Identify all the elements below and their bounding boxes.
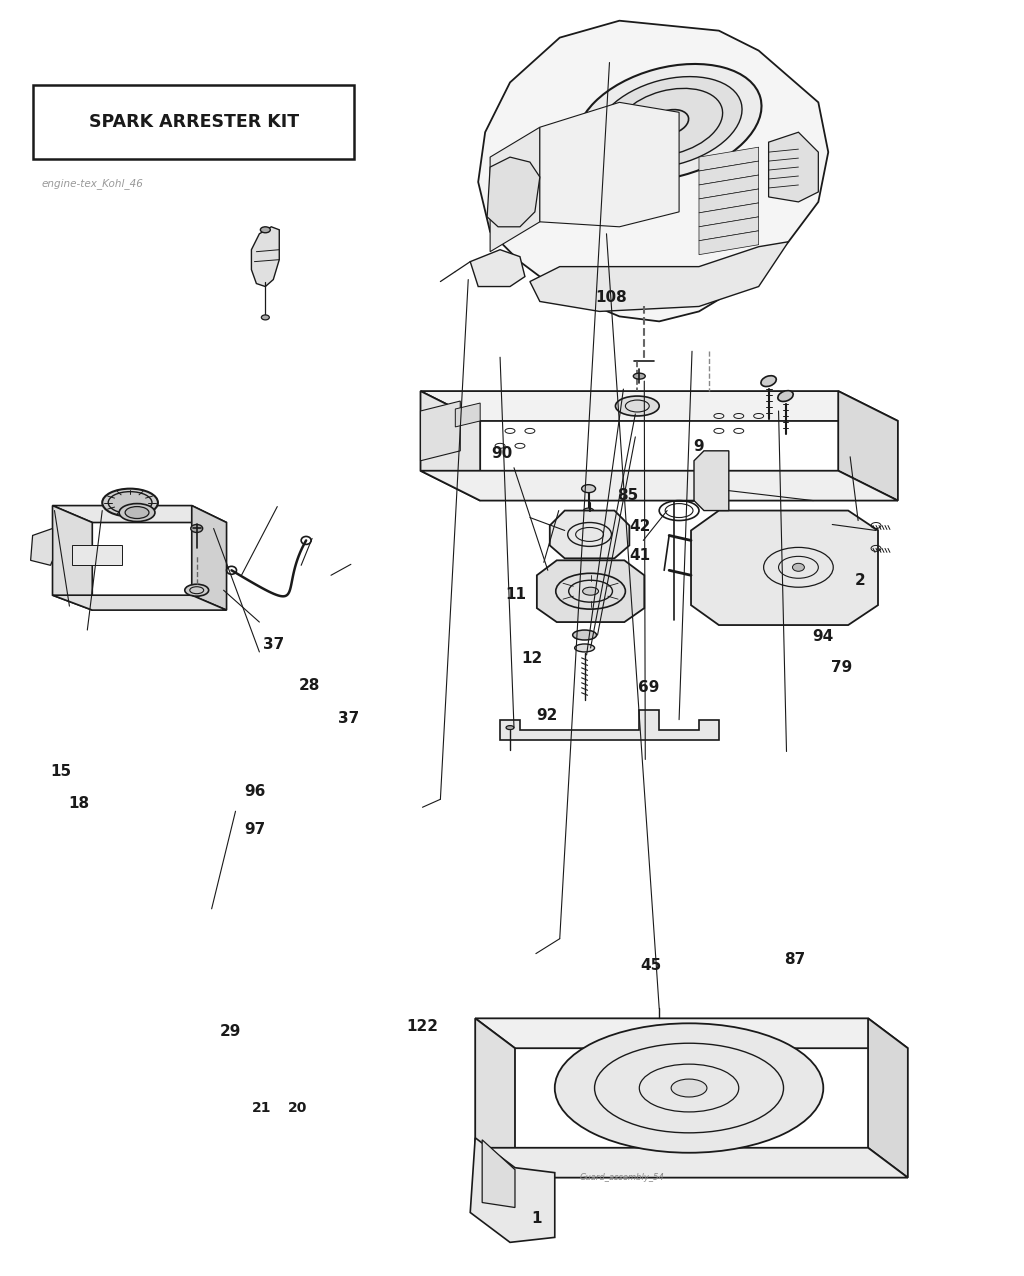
Bar [34, 85, 354, 160]
Polygon shape [540, 102, 679, 227]
Text: 108: 108 [595, 290, 627, 305]
Polygon shape [475, 1018, 908, 1048]
Text: 15: 15 [50, 764, 72, 778]
Text: 69: 69 [638, 680, 659, 695]
Polygon shape [421, 401, 460, 461]
Polygon shape [537, 560, 644, 623]
Polygon shape [500, 709, 719, 740]
Ellipse shape [572, 630, 597, 641]
Ellipse shape [778, 390, 794, 402]
Text: 12: 12 [522, 651, 543, 666]
Polygon shape [699, 231, 759, 255]
Text: 1: 1 [531, 1211, 542, 1226]
Polygon shape [475, 1148, 908, 1178]
Text: Guard_assembly_54: Guard_assembly_54 [580, 1173, 665, 1182]
Text: 37: 37 [338, 711, 359, 726]
Text: 90: 90 [492, 447, 512, 462]
Text: 79: 79 [831, 660, 853, 675]
Ellipse shape [184, 584, 209, 596]
Polygon shape [482, 1139, 515, 1207]
Text: 41: 41 [630, 547, 651, 563]
Text: 9: 9 [693, 439, 703, 454]
Text: 21: 21 [252, 1101, 271, 1115]
Text: 96: 96 [245, 785, 266, 799]
Polygon shape [699, 147, 759, 171]
Ellipse shape [555, 1023, 823, 1152]
Bar [73, 545, 122, 565]
Polygon shape [487, 157, 540, 227]
Text: 11: 11 [506, 587, 526, 602]
Polygon shape [52, 595, 226, 610]
Polygon shape [529, 241, 788, 311]
Text: 92: 92 [536, 708, 557, 723]
Text: engine-tex_Kohl_46: engine-tex_Kohl_46 [42, 179, 143, 189]
Text: 28: 28 [299, 678, 321, 693]
Polygon shape [699, 217, 759, 241]
Ellipse shape [793, 563, 805, 572]
Polygon shape [868, 1018, 908, 1178]
Ellipse shape [577, 64, 762, 180]
Polygon shape [839, 390, 898, 500]
Polygon shape [52, 505, 226, 522]
Polygon shape [456, 403, 480, 427]
Text: SPARK ARRESTER KIT: SPARK ARRESTER KIT [89, 114, 299, 131]
Polygon shape [470, 250, 525, 287]
Text: 45: 45 [640, 958, 662, 974]
Text: 20: 20 [288, 1101, 307, 1115]
Polygon shape [699, 175, 759, 199]
Text: 2: 2 [855, 573, 865, 588]
Polygon shape [475, 1018, 515, 1178]
Polygon shape [550, 510, 630, 559]
Ellipse shape [261, 315, 269, 320]
Polygon shape [691, 510, 878, 625]
Text: 94: 94 [812, 629, 834, 644]
Text: 29: 29 [220, 1025, 242, 1040]
Ellipse shape [125, 507, 148, 518]
Text: 85: 85 [617, 489, 639, 503]
Text: 122: 122 [407, 1020, 438, 1035]
Ellipse shape [761, 375, 776, 387]
Ellipse shape [633, 373, 645, 379]
Polygon shape [191, 505, 226, 610]
Text: 42: 42 [630, 519, 651, 533]
Polygon shape [421, 471, 898, 500]
Ellipse shape [102, 489, 158, 517]
Ellipse shape [109, 491, 152, 513]
Ellipse shape [574, 644, 595, 652]
Polygon shape [490, 128, 540, 251]
Text: 97: 97 [245, 822, 266, 837]
Polygon shape [699, 161, 759, 185]
Polygon shape [421, 390, 480, 500]
Polygon shape [478, 20, 828, 322]
Ellipse shape [596, 77, 742, 168]
Ellipse shape [584, 508, 594, 513]
Ellipse shape [190, 524, 203, 532]
Polygon shape [470, 1138, 555, 1243]
Ellipse shape [506, 726, 514, 730]
Text: 37: 37 [263, 637, 285, 652]
Polygon shape [694, 450, 729, 510]
Text: 18: 18 [69, 796, 90, 810]
Ellipse shape [260, 227, 270, 232]
Ellipse shape [671, 1079, 707, 1097]
Text: 87: 87 [784, 952, 806, 967]
Ellipse shape [582, 485, 596, 493]
Polygon shape [52, 505, 92, 610]
Polygon shape [769, 133, 818, 202]
Polygon shape [699, 203, 759, 227]
Polygon shape [252, 227, 280, 287]
Polygon shape [31, 528, 52, 565]
Ellipse shape [615, 396, 659, 416]
Polygon shape [699, 189, 759, 213]
Polygon shape [421, 390, 898, 421]
Ellipse shape [583, 587, 598, 595]
Ellipse shape [119, 504, 155, 522]
